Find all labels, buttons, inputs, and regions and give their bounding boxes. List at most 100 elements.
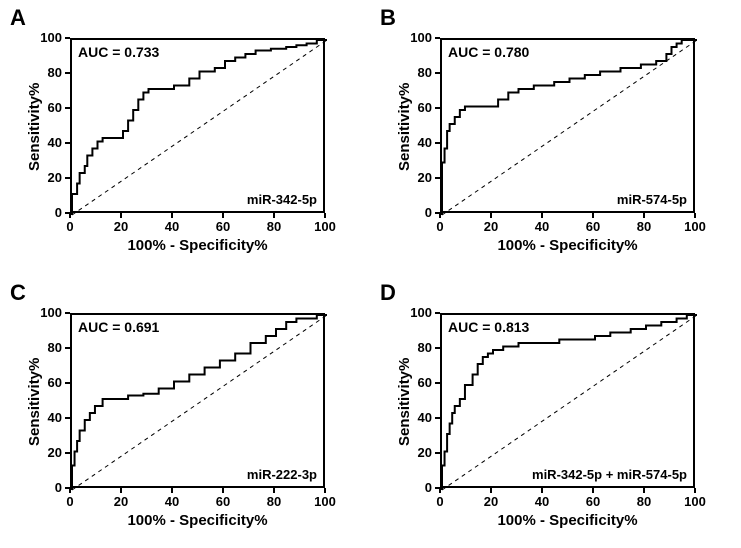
y-tick-label: 40 [400,135,432,150]
y-tick-label: 100 [30,305,62,320]
roc-svg-a [72,40,327,215]
x-tick [592,488,594,493]
x-tick-label: 100 [310,494,340,509]
x-tick [171,213,173,218]
x-tick-label: 60 [208,219,238,234]
y-tick [435,72,440,74]
y-tick-label: 0 [30,480,62,495]
x-tick-label: 80 [629,219,659,234]
x-tick-label: 40 [527,494,557,509]
y-tick [435,312,440,314]
x-tick-label: 0 [425,219,455,234]
mir-label-b: miR-574-5p [617,192,687,207]
x-tick [694,213,696,218]
panel-letter-d: D [380,280,396,306]
y-tick-label: 80 [30,340,62,355]
y-tick-label: 100 [400,30,432,45]
y-tick-label: 40 [30,135,62,150]
y-tick-label: 20 [400,445,432,460]
y-tick-label: 100 [30,30,62,45]
y-tick-label: 60 [400,375,432,390]
x-tick-label: 60 [578,219,608,234]
auc-label-a: AUC = 0.733 [78,44,159,60]
x-tick [324,213,326,218]
x-tick [592,213,594,218]
y-axis-label-c: Sensitivity% [26,357,43,445]
y-tick [65,452,70,454]
x-tick [490,488,492,493]
x-axis-label-b: 100% - Specificity% [440,237,695,254]
y-tick [65,487,70,489]
y-tick-label: 0 [30,205,62,220]
x-axis-label-a: 100% - Specificity% [70,237,325,254]
x-tick-label: 0 [55,219,85,234]
x-tick [273,213,275,218]
x-tick-label: 80 [259,219,289,234]
panel-letter-b: B [380,5,396,31]
y-tick [435,347,440,349]
x-tick [541,488,543,493]
y-tick-label: 0 [400,480,432,495]
y-tick-label: 40 [400,410,432,425]
x-tick [490,213,492,218]
roc-svg-c [72,315,327,490]
y-tick [65,212,70,214]
x-tick [643,488,645,493]
x-tick [222,213,224,218]
y-tick [65,107,70,109]
x-tick [643,213,645,218]
y-tick-label: 0 [400,205,432,220]
y-tick [435,452,440,454]
x-axis-label-c: 100% - Specificity% [70,512,325,529]
y-tick [435,212,440,214]
auc-label-d: AUC = 0.813 [448,319,529,335]
y-axis-label-b: Sensitivity% [396,82,413,170]
y-tick-label: 60 [400,100,432,115]
y-tick-label: 60 [30,100,62,115]
x-tick-label: 100 [310,219,340,234]
panel-letter-a: A [10,5,26,31]
plot-area-a: AUC = 0.733 miR-342-5p [70,38,325,213]
y-tick [65,312,70,314]
mir-label-c: miR-222-3p [247,467,317,482]
y-tick-label: 20 [30,445,62,460]
x-tick [120,488,122,493]
x-tick-label: 20 [476,494,506,509]
x-axis-label-d: 100% - Specificity% [440,512,695,529]
x-tick-label: 60 [208,494,238,509]
x-tick [120,213,122,218]
x-tick-label: 20 [476,219,506,234]
roc-svg-d [442,315,697,490]
x-tick [541,213,543,218]
y-tick [435,142,440,144]
y-tick [65,72,70,74]
y-tick [435,382,440,384]
x-tick-label: 40 [527,219,557,234]
y-tick [65,417,70,419]
y-tick-label: 80 [30,65,62,80]
y-axis-label-a: Sensitivity% [26,82,43,170]
plot-area-b: AUC = 0.780 miR-574-5p [440,38,695,213]
roc-svg-b [442,40,697,215]
y-axis-label-d: Sensitivity% [396,357,413,445]
x-tick-label: 0 [55,494,85,509]
panel-letter-c: C [10,280,26,306]
x-tick-label: 40 [157,219,187,234]
x-tick [694,488,696,493]
x-tick-label: 80 [629,494,659,509]
x-tick-label: 100 [680,219,710,234]
x-tick-label: 100 [680,494,710,509]
x-tick-label: 0 [425,494,455,509]
y-tick-label: 60 [30,375,62,390]
y-tick [65,37,70,39]
mir-label-a: miR-342-5p [247,192,317,207]
y-tick [435,107,440,109]
y-tick [65,142,70,144]
x-tick-label: 20 [106,494,136,509]
y-tick-label: 20 [400,170,432,185]
y-tick [435,417,440,419]
y-tick-label: 40 [30,410,62,425]
auc-label-c: AUC = 0.691 [78,319,159,335]
roc-figure: A AUC = 0.733 miR-342-5p Sensitivity% 10… [0,0,741,548]
plot-area-d: AUC = 0.813 miR-342-5p + miR-574-5p [440,313,695,488]
